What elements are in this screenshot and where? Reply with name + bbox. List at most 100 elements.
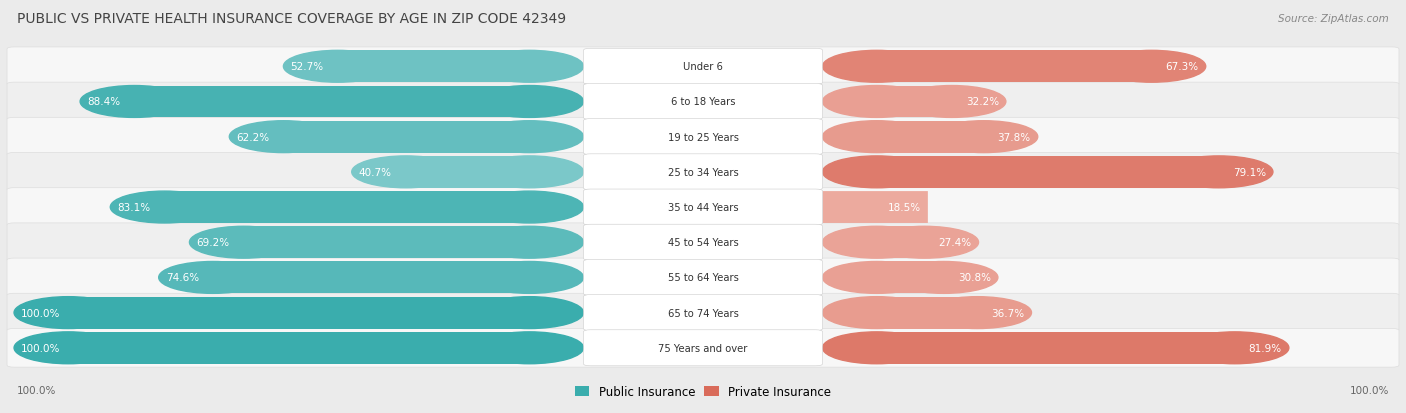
Text: 6 to 18 Years: 6 to 18 Years <box>671 97 735 107</box>
Circle shape <box>159 262 267 294</box>
Text: 81.9%: 81.9% <box>1249 343 1282 353</box>
Circle shape <box>1164 157 1272 188</box>
Circle shape <box>80 86 188 118</box>
FancyBboxPatch shape <box>7 188 1399 227</box>
Circle shape <box>823 51 931 83</box>
FancyBboxPatch shape <box>583 330 823 366</box>
Text: Under 6: Under 6 <box>683 62 723 72</box>
Circle shape <box>475 262 583 294</box>
FancyBboxPatch shape <box>583 295 823 331</box>
Text: 75 Years and over: 75 Years and over <box>658 343 748 353</box>
Circle shape <box>475 121 583 153</box>
Text: 55 to 64 Years: 55 to 64 Years <box>668 273 738 283</box>
Circle shape <box>823 121 931 153</box>
FancyBboxPatch shape <box>7 294 1399 332</box>
Circle shape <box>475 332 583 364</box>
Circle shape <box>890 262 998 294</box>
FancyBboxPatch shape <box>134 86 529 118</box>
Circle shape <box>823 86 931 118</box>
FancyBboxPatch shape <box>877 262 943 294</box>
Circle shape <box>475 51 583 83</box>
Circle shape <box>475 192 583 223</box>
Text: 100.0%: 100.0% <box>21 308 60 318</box>
Text: 18.5%: 18.5% <box>887 202 921 213</box>
Circle shape <box>1098 51 1206 83</box>
Text: 74.6%: 74.6% <box>166 273 198 283</box>
Text: Source: ZipAtlas.com: Source: ZipAtlas.com <box>1278 14 1389 24</box>
Text: 88.4%: 88.4% <box>87 97 121 107</box>
Circle shape <box>823 157 931 188</box>
FancyBboxPatch shape <box>583 119 823 155</box>
FancyBboxPatch shape <box>7 48 1399 86</box>
Text: 40.7%: 40.7% <box>359 167 392 178</box>
FancyBboxPatch shape <box>583 260 823 296</box>
FancyBboxPatch shape <box>212 262 529 294</box>
FancyBboxPatch shape <box>284 121 529 153</box>
FancyBboxPatch shape <box>877 51 1152 83</box>
FancyBboxPatch shape <box>406 157 529 188</box>
Text: 67.3%: 67.3% <box>1166 62 1199 72</box>
FancyBboxPatch shape <box>165 192 529 223</box>
Circle shape <box>475 86 583 118</box>
FancyBboxPatch shape <box>7 223 1399 262</box>
Circle shape <box>924 297 1032 329</box>
FancyBboxPatch shape <box>69 332 529 364</box>
FancyBboxPatch shape <box>7 83 1399 121</box>
Circle shape <box>475 227 583 259</box>
Circle shape <box>284 51 392 83</box>
Text: 35 to 44 Years: 35 to 44 Years <box>668 202 738 213</box>
FancyBboxPatch shape <box>877 121 984 153</box>
FancyBboxPatch shape <box>583 154 823 190</box>
FancyBboxPatch shape <box>823 192 928 223</box>
Circle shape <box>929 121 1038 153</box>
Circle shape <box>352 157 460 188</box>
FancyBboxPatch shape <box>69 297 529 329</box>
Text: 65 to 74 Years: 65 to 74 Years <box>668 308 738 318</box>
Circle shape <box>870 227 979 259</box>
Circle shape <box>229 121 337 153</box>
FancyBboxPatch shape <box>877 297 977 329</box>
Text: 52.7%: 52.7% <box>291 62 323 72</box>
FancyBboxPatch shape <box>583 225 823 261</box>
FancyBboxPatch shape <box>877 332 1234 364</box>
FancyBboxPatch shape <box>877 227 924 259</box>
FancyBboxPatch shape <box>583 49 823 85</box>
Text: 69.2%: 69.2% <box>197 237 229 248</box>
FancyBboxPatch shape <box>7 153 1399 192</box>
Circle shape <box>1181 332 1289 364</box>
Text: 19 to 25 Years: 19 to 25 Years <box>668 132 738 142</box>
FancyBboxPatch shape <box>337 51 529 83</box>
Text: 36.7%: 36.7% <box>991 308 1025 318</box>
Circle shape <box>823 262 931 294</box>
FancyBboxPatch shape <box>7 118 1399 157</box>
FancyBboxPatch shape <box>243 227 529 259</box>
Text: 37.8%: 37.8% <box>998 132 1031 142</box>
Text: 25 to 34 Years: 25 to 34 Years <box>668 167 738 178</box>
Text: PUBLIC VS PRIVATE HEALTH INSURANCE COVERAGE BY AGE IN ZIP CODE 42349: PUBLIC VS PRIVATE HEALTH INSURANCE COVER… <box>17 12 567 26</box>
Circle shape <box>823 227 931 259</box>
Circle shape <box>190 227 298 259</box>
FancyBboxPatch shape <box>7 329 1399 367</box>
Text: 100.0%: 100.0% <box>21 343 60 353</box>
FancyBboxPatch shape <box>583 84 823 120</box>
Circle shape <box>823 297 931 329</box>
Text: 32.2%: 32.2% <box>966 97 998 107</box>
Circle shape <box>897 86 1005 118</box>
Text: 100.0%: 100.0% <box>1350 385 1389 395</box>
FancyBboxPatch shape <box>877 86 952 118</box>
Text: 79.1%: 79.1% <box>1233 167 1265 178</box>
Text: 83.1%: 83.1% <box>117 202 150 213</box>
Circle shape <box>110 192 218 223</box>
FancyBboxPatch shape <box>877 157 1219 188</box>
Text: 30.8%: 30.8% <box>957 273 991 283</box>
Circle shape <box>475 297 583 329</box>
Circle shape <box>14 297 122 329</box>
Text: 62.2%: 62.2% <box>236 132 270 142</box>
Text: 100.0%: 100.0% <box>17 385 56 395</box>
Legend: Public Insurance, Private Insurance: Public Insurance, Private Insurance <box>571 381 835 403</box>
Text: 45 to 54 Years: 45 to 54 Years <box>668 237 738 248</box>
Text: 27.4%: 27.4% <box>938 237 972 248</box>
FancyBboxPatch shape <box>7 259 1399 297</box>
Circle shape <box>475 157 583 188</box>
FancyBboxPatch shape <box>583 190 823 225</box>
